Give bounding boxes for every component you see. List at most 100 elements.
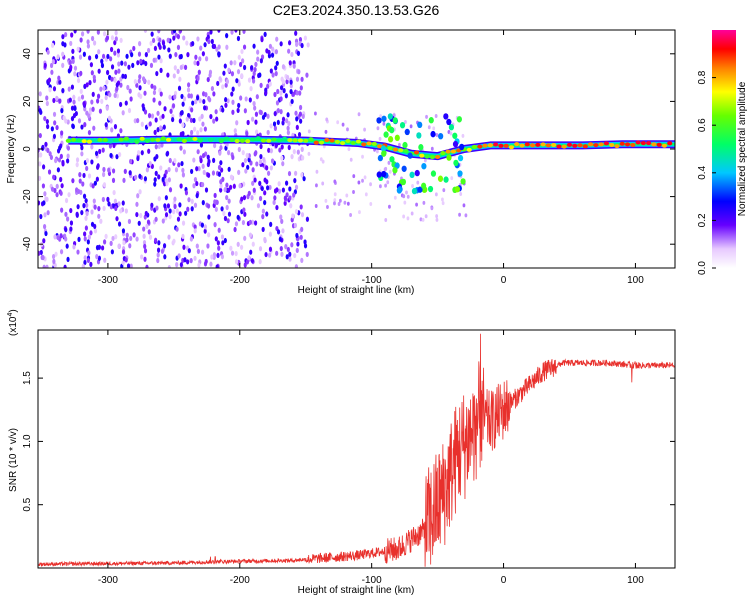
heatmap-cell bbox=[346, 127, 349, 132]
heatmap-cell bbox=[76, 249, 80, 255]
snr-y-tick-label: 1.0 bbox=[22, 434, 33, 448]
heatmap-cell bbox=[60, 207, 64, 213]
heatmap-cell bbox=[219, 179, 223, 185]
heatmap-cell bbox=[195, 166, 199, 172]
heatmap-cell bbox=[181, 220, 186, 226]
heatmap-cell bbox=[114, 234, 118, 240]
heatmap-cell bbox=[153, 45, 158, 52]
heatmap-cell bbox=[236, 107, 240, 114]
ridge-blob bbox=[403, 148, 409, 153]
ridge-blob bbox=[424, 154, 430, 159]
heatmap-cell bbox=[131, 62, 135, 68]
heatmap-cell bbox=[79, 37, 83, 43]
heatmap-cell bbox=[78, 172, 82, 178]
heatmap-cell bbox=[96, 30, 100, 35]
heatmap-cell bbox=[404, 119, 407, 124]
heatmap-cell bbox=[244, 96, 248, 102]
heatmap-cell bbox=[152, 57, 156, 63]
ridge-blob bbox=[413, 150, 420, 155]
heatmap-cell bbox=[375, 149, 379, 154]
ridge-blob bbox=[398, 148, 404, 153]
heatmap-cell bbox=[204, 56, 209, 62]
heatmap-cell bbox=[181, 172, 186, 178]
heatmap-cell bbox=[268, 184, 272, 191]
heatmap-cell bbox=[38, 161, 42, 167]
heatmap-cell bbox=[292, 63, 296, 69]
heatmap-cell bbox=[71, 48, 75, 54]
heatmap-cell bbox=[261, 114, 266, 120]
snr-y-scale-exp: 4 bbox=[7, 313, 14, 317]
heatmap-cell bbox=[132, 232, 136, 238]
heatmap-cell bbox=[121, 260, 125, 266]
heatmap-cell bbox=[119, 128, 123, 134]
heatmap-cell bbox=[158, 44, 162, 50]
heatmap-cell bbox=[176, 68, 180, 74]
heatmap-cell bbox=[288, 195, 292, 201]
ridge-blob bbox=[234, 139, 240, 144]
heatmap-cell bbox=[64, 227, 68, 233]
heatmap-cell bbox=[126, 84, 130, 91]
ridge-blob bbox=[503, 143, 509, 148]
heatmap-cell bbox=[150, 31, 154, 37]
ridge-blob bbox=[176, 137, 182, 142]
heatmap-cell bbox=[240, 48, 244, 55]
ridge-blob bbox=[324, 138, 330, 143]
heatmap-cell bbox=[171, 116, 175, 123]
branch-blob bbox=[453, 159, 459, 167]
heatmap-cell bbox=[290, 98, 294, 105]
heatmap-cell bbox=[326, 205, 329, 210]
heatmap-cell bbox=[153, 85, 157, 91]
ridge-blob bbox=[65, 138, 71, 143]
branch-blob bbox=[428, 117, 434, 124]
heatmap-cell bbox=[225, 194, 229, 201]
heatmap-cell bbox=[84, 225, 88, 231]
heatmap-cell bbox=[441, 201, 445, 206]
heatmap-cell bbox=[61, 34, 65, 40]
heatmap-cell bbox=[144, 60, 148, 67]
heatmap-cell bbox=[71, 178, 75, 184]
heatmap-cell bbox=[171, 103, 176, 109]
heatmap-cell bbox=[95, 254, 99, 260]
heatmap-cell bbox=[269, 148, 273, 154]
heatmap-cell bbox=[199, 157, 203, 164]
heatmap-cell bbox=[275, 187, 279, 193]
heatmap-cell bbox=[273, 111, 277, 117]
heatmap-cell bbox=[290, 51, 294, 58]
heatmap-cell bbox=[119, 37, 123, 43]
heatmap-cell bbox=[207, 158, 211, 165]
heatmap-cell bbox=[73, 71, 77, 77]
spectrogram-x-tick-label: -200 bbox=[230, 275, 250, 286]
snr-y-tick-label: 1.5 bbox=[22, 371, 33, 385]
heatmap-cell bbox=[286, 246, 290, 253]
ridge-blob bbox=[440, 151, 446, 156]
ridge-blob bbox=[635, 140, 641, 145]
heatmap-cell bbox=[80, 94, 85, 100]
heatmap-cell bbox=[306, 42, 310, 48]
heatmap-cell bbox=[115, 82, 119, 88]
ridge-blob bbox=[334, 139, 340, 144]
heatmap-cell bbox=[464, 213, 468, 218]
ridge-blob bbox=[466, 147, 472, 152]
heatmap-cell bbox=[236, 214, 240, 220]
heatmap-cell bbox=[286, 74, 290, 81]
heatmap-cell bbox=[139, 212, 143, 219]
ridge-blob bbox=[619, 141, 625, 146]
heatmap-cell bbox=[139, 58, 143, 64]
ridge-blob bbox=[86, 139, 93, 144]
snr-y-scale: (x104) bbox=[7, 309, 19, 336]
heatmap-cell bbox=[200, 222, 205, 228]
heatmap-cell bbox=[141, 76, 146, 82]
heatmap-cell bbox=[115, 216, 119, 222]
heatmap-cell bbox=[156, 127, 160, 133]
heatmap-cell bbox=[90, 159, 94, 165]
heatmap-cell bbox=[157, 196, 161, 202]
heatmap-cell bbox=[435, 214, 439, 219]
heatmap-cell bbox=[287, 48, 291, 54]
heatmap-cell bbox=[38, 132, 42, 139]
heatmap-cell bbox=[50, 69, 54, 75]
heatmap-cell bbox=[251, 241, 255, 247]
heatmap-cell bbox=[115, 86, 119, 92]
heatmap-cell bbox=[349, 213, 352, 218]
heatmap-cell bbox=[172, 35, 176, 41]
heatmap-cell bbox=[172, 238, 176, 244]
